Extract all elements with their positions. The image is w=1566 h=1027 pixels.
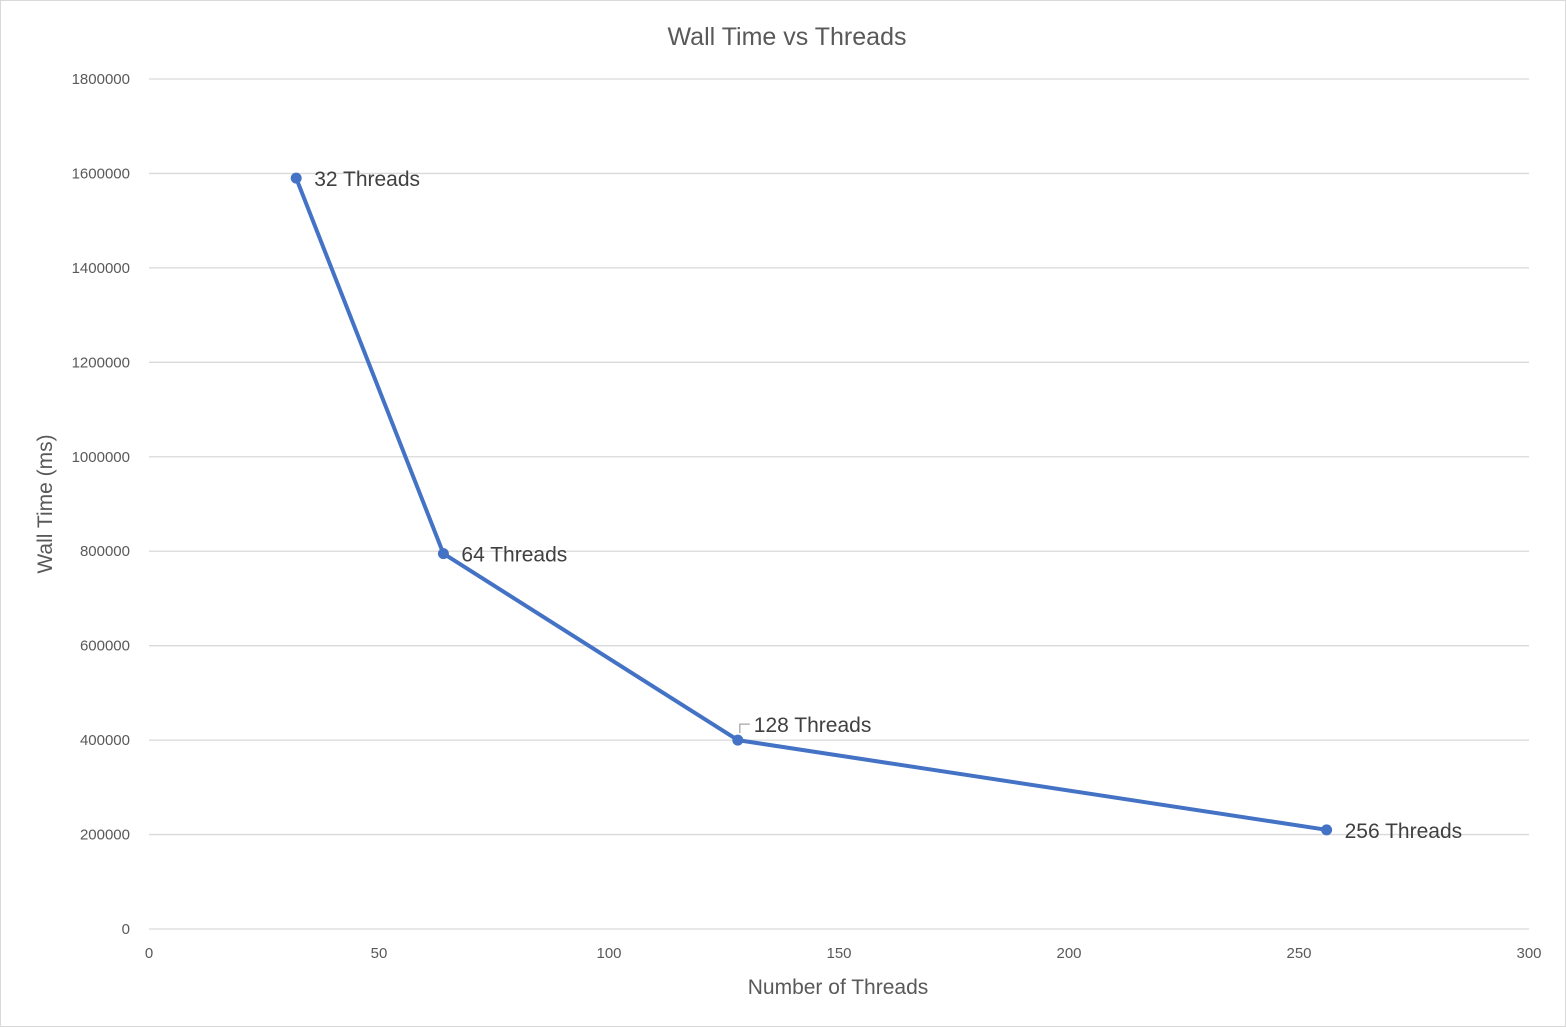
data-point-marker	[290, 172, 302, 184]
y-tick-label: 800000	[80, 543, 130, 560]
x-tick-label: 100	[596, 945, 621, 962]
x-axis-title: Number of Threads	[748, 976, 929, 999]
y-tick-label: 0	[122, 921, 130, 938]
x-axis-tick-labels: 0 50 100 150 200 250 300	[145, 945, 1542, 962]
y-tick-label: 1200000	[72, 354, 130, 371]
data-label: 64 Threads	[461, 544, 567, 567]
x-tick-label: 200	[1056, 945, 1081, 962]
x-tick-label: 250	[1286, 945, 1311, 962]
y-tick-label: 1000000	[72, 449, 130, 466]
data-label-leader-line	[739, 723, 750, 734]
y-tick-label: 400000	[80, 732, 130, 749]
data-point-marker	[732, 734, 744, 746]
chart-title: Wall Time vs Threads	[668, 23, 907, 51]
y-axis-tick-labels: 0 200000 400000 600000 800000 1000000 1200000 1…	[72, 71, 130, 938]
data-labels: 32 Threads 64 Threads 128 Threads 256 Threa…	[314, 168, 1462, 843]
data-point-marker	[1321, 824, 1333, 836]
x-tick-label: 300	[1516, 945, 1541, 962]
gridlines	[149, 78, 1529, 930]
series-line	[294, 176, 1329, 832]
y-axis-title: Wall Time (ms)	[34, 434, 57, 573]
x-tick-label: 50	[371, 945, 388, 962]
y-tick-label: 600000	[80, 638, 130, 655]
y-tick-label: 1600000	[72, 165, 130, 182]
x-tick-label: 0	[145, 945, 153, 962]
y-tick-label: 200000	[80, 827, 130, 844]
x-tick-label: 150	[826, 945, 851, 962]
y-tick-label: 1400000	[72, 260, 130, 277]
data-point-marker	[437, 548, 449, 560]
series-wall-time	[290, 172, 1333, 836]
data-label: 128 Threads	[754, 714, 872, 737]
data-label: 32 Threads	[314, 168, 420, 191]
data-label: 256 Threads	[1345, 820, 1463, 843]
y-tick-label: 1800000	[72, 71, 130, 88]
